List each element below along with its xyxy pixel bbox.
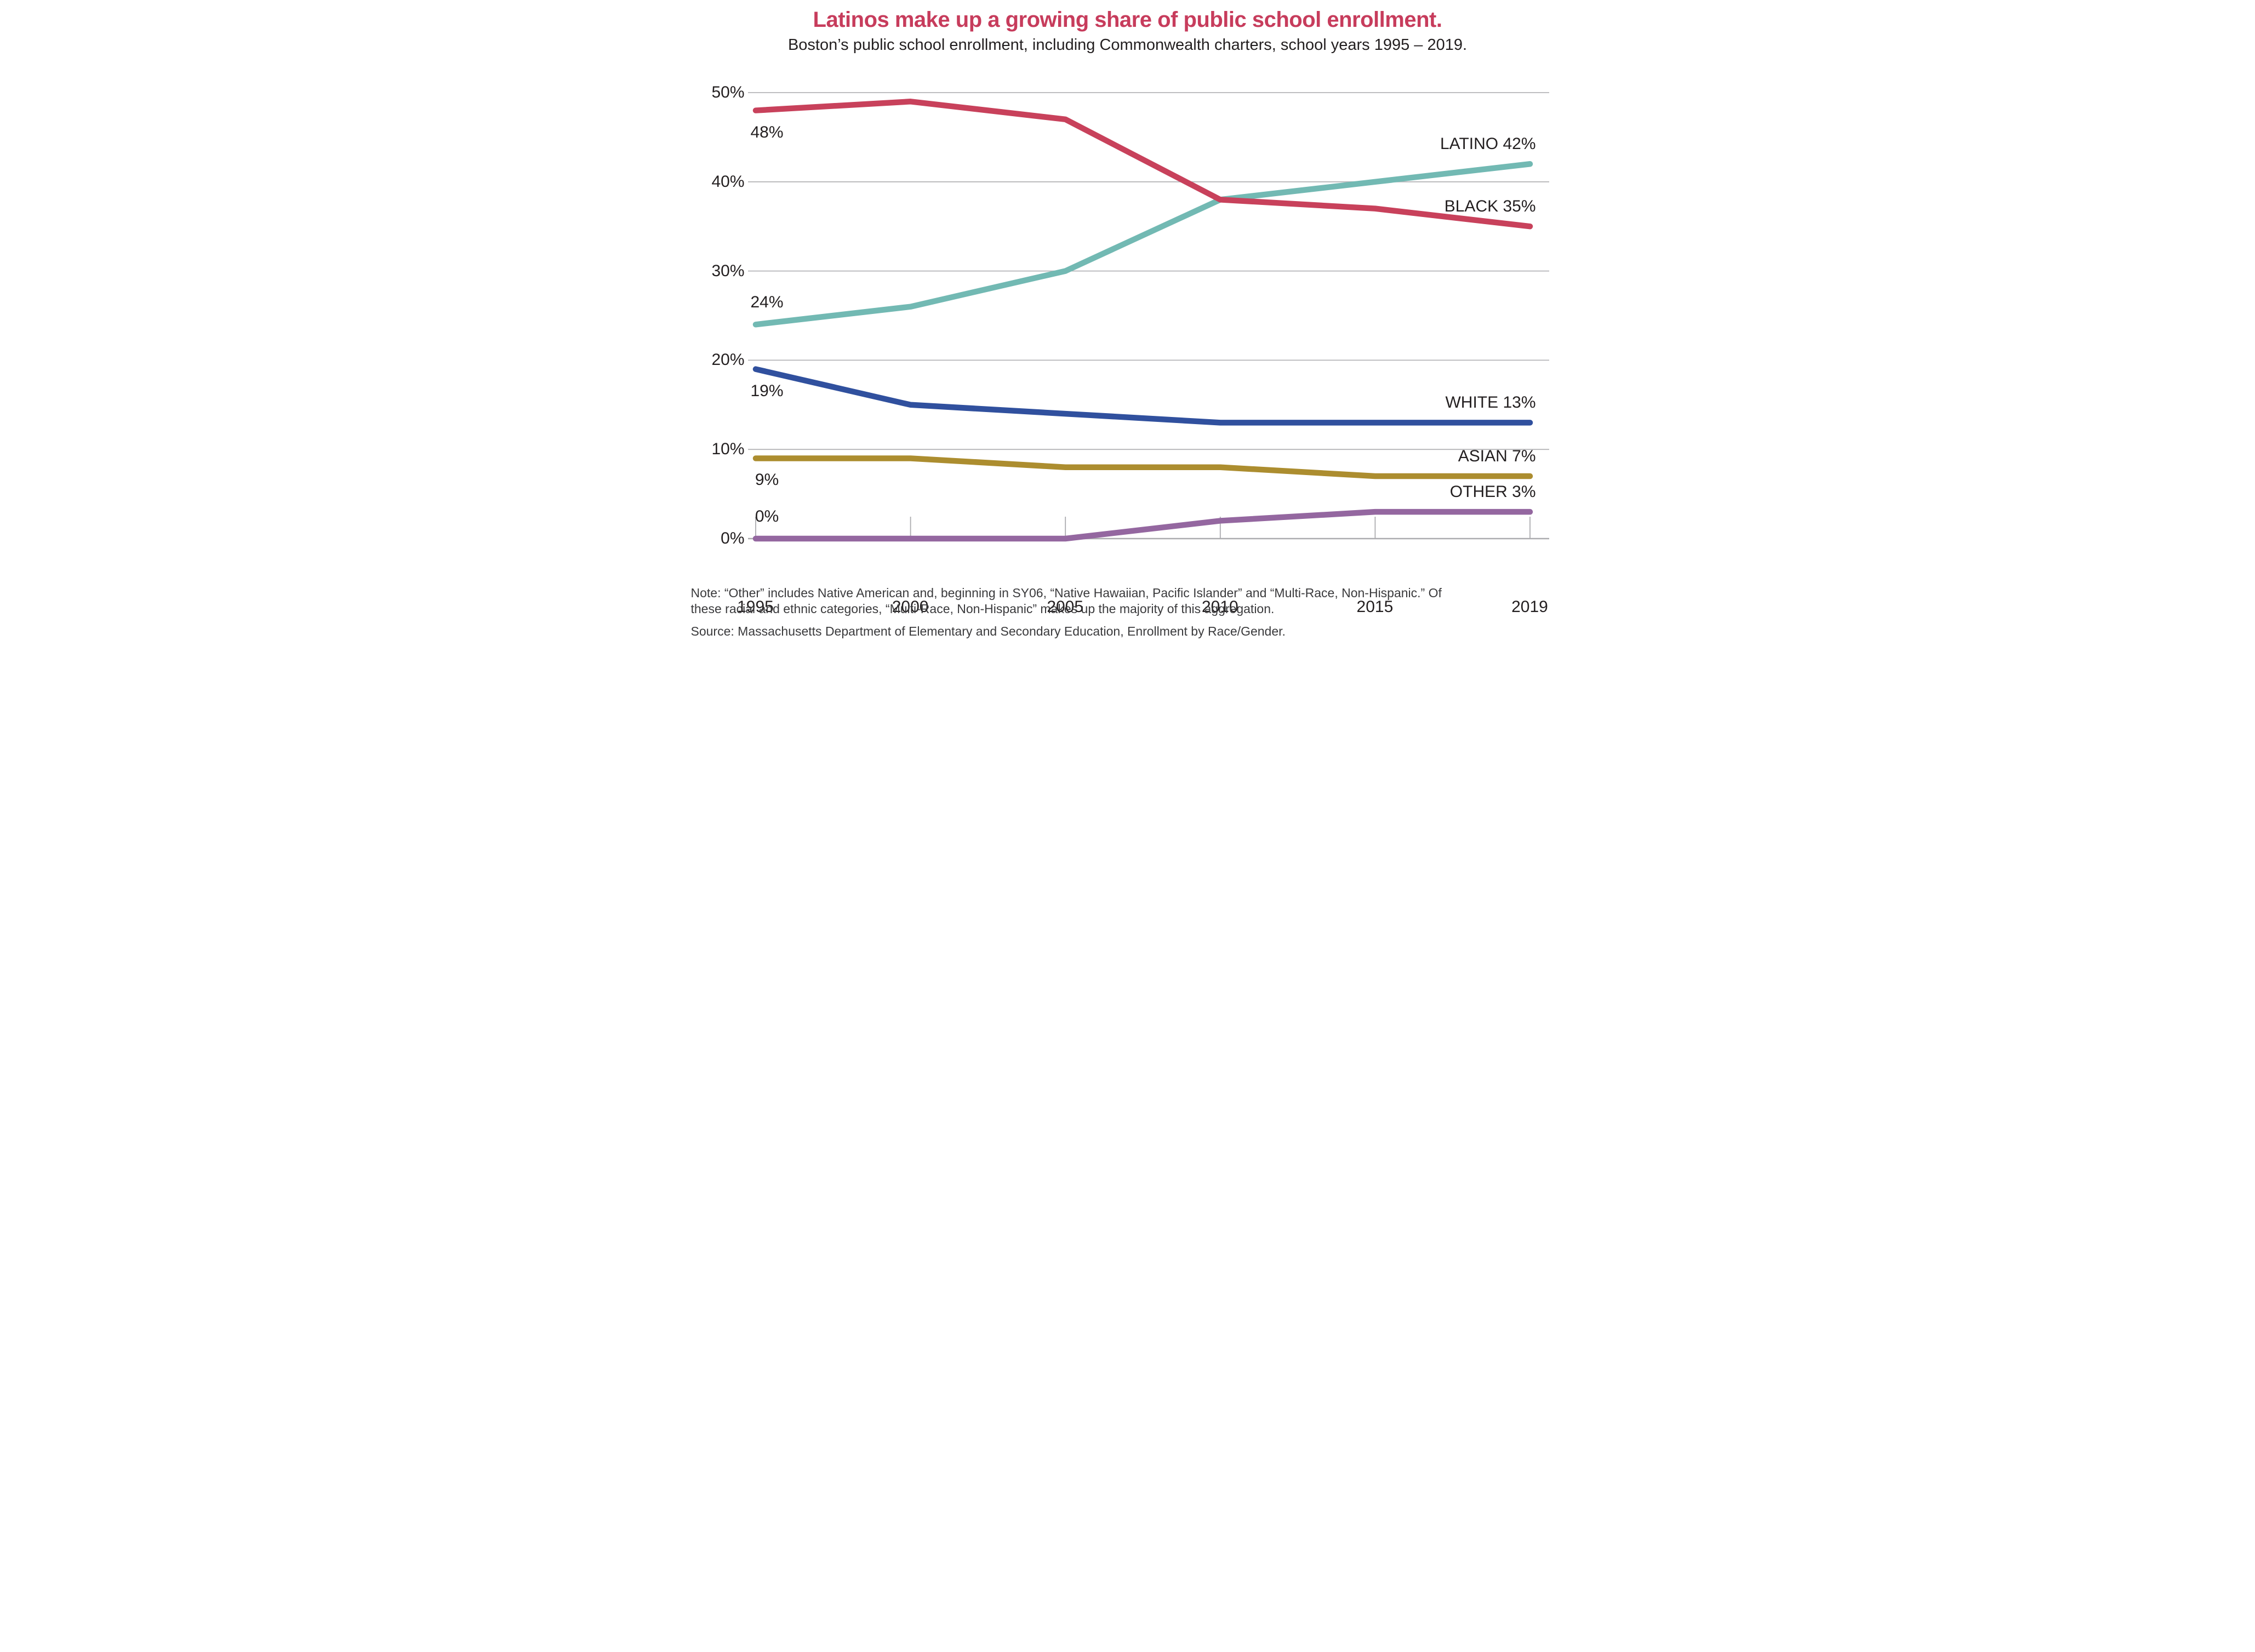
start-label-other: 0% xyxy=(755,507,779,525)
source-text: Source: Massachusetts Department of Elem… xyxy=(690,624,1286,638)
end-label-latino: LATINO 42% xyxy=(1440,135,1536,153)
x-axis-label-2000: 2000 xyxy=(892,598,929,616)
x-axis-label-2015: 2015 xyxy=(1356,598,1394,616)
y-axis-label-30: 30% xyxy=(711,261,745,280)
series-line-latino xyxy=(752,161,1533,328)
y-axis-label-0: 0% xyxy=(721,529,745,547)
start-label-white: 19% xyxy=(750,381,784,400)
y-axis-label-40: 40% xyxy=(711,172,745,191)
x-axis-label-1995: 1995 xyxy=(737,598,774,616)
x-axis-label-2019: 2019 xyxy=(1511,598,1548,616)
series-line-other xyxy=(752,508,1533,542)
x-axis-label-2010: 2010 xyxy=(1201,598,1238,616)
start-label-latino: 24% xyxy=(750,293,784,312)
chart-canvas: Latinos make up a growing share of publi… xyxy=(676,0,1579,661)
series-line-black xyxy=(752,99,1533,230)
chart-subtitle: Boston’s public school enrollment, inclu… xyxy=(787,36,1468,54)
start-label-black: 48% xyxy=(750,123,784,141)
y-axis-label-50: 50% xyxy=(711,83,745,101)
end-label-white: WHITE 13% xyxy=(1445,393,1536,412)
y-axis-label-10: 10% xyxy=(711,440,745,459)
series-line-asian xyxy=(752,455,1533,479)
series-line-white xyxy=(752,366,1533,426)
end-label-black: BLACK 35% xyxy=(1444,197,1536,216)
x-axis-label-2005: 2005 xyxy=(1047,598,1084,616)
chart-title: Latinos make up a growing share of publi… xyxy=(813,8,1442,32)
end-label-asian: ASIAN 7% xyxy=(1458,447,1536,466)
end-label-other: OTHER 3% xyxy=(1449,483,1536,501)
start-label-asian: 9% xyxy=(755,471,779,489)
plot-area xyxy=(747,92,1549,542)
note-text: Note: “Other” includes Native American a… xyxy=(690,586,1442,616)
y-axis-label-20: 20% xyxy=(711,351,745,369)
